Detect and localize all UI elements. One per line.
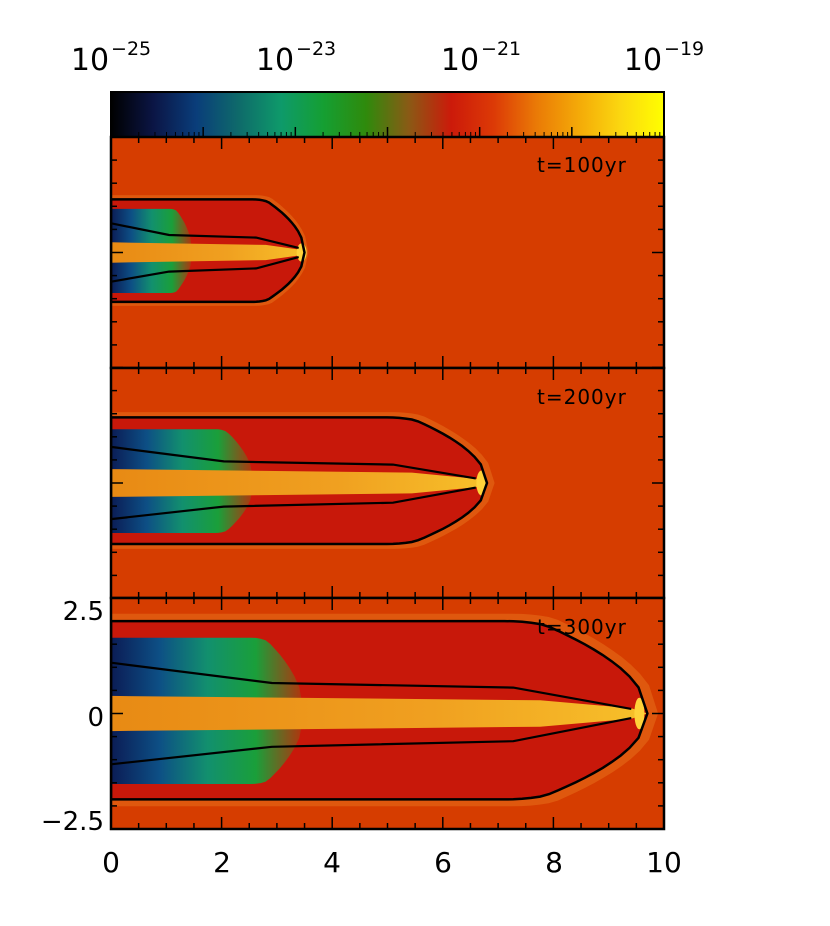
x-tick-label-6: 6 (434, 846, 452, 879)
jet-head (634, 697, 645, 730)
colorbar-label-2: 10 −23 (255, 38, 337, 78)
panel-1 (109, 135, 666, 370)
colorbar-label-3: 10 −21 (440, 38, 522, 78)
outer-contour (111, 619, 649, 801)
colorbar (110, 91, 665, 138)
inner-contour-upper (111, 222, 299, 249)
inner-contour-lower (111, 717, 632, 766)
y-tick-label-zero: 0 (87, 703, 104, 733)
x-tick-label-0: 0 (102, 846, 120, 879)
y-tick-label-bottom: −2.5 (40, 807, 104, 837)
inner-contour-upper (111, 445, 476, 480)
jet-beam (111, 469, 487, 497)
panels (109, 135, 666, 831)
jet-beam (111, 695, 648, 732)
colorbar-label-1: 10 −25 (70, 38, 152, 78)
x-tick-label-2: 2 (213, 846, 231, 879)
inner-contour-lower (111, 256, 299, 283)
panel-2 (109, 366, 666, 600)
x-tick-label-8: 8 (545, 846, 563, 879)
outer-contour (111, 198, 306, 304)
outer-contour (111, 416, 489, 546)
jet-beam (111, 242, 305, 263)
panel-2-time-label: t=200yr (537, 385, 627, 409)
inner-contour-lower (111, 486, 476, 521)
panel-1-time-label: t=100yr (537, 153, 627, 177)
inner-contour-upper (111, 661, 632, 710)
y-tick-label-top: 2.5 (62, 597, 104, 627)
colorbar-label-4: 10 −19 (623, 38, 705, 78)
panel-3 (109, 596, 666, 831)
x-tick-label-10: 10 (646, 846, 682, 879)
panel-3-time-label: t=300yr (537, 615, 627, 639)
x-tick-label-4: 4 (323, 846, 341, 879)
